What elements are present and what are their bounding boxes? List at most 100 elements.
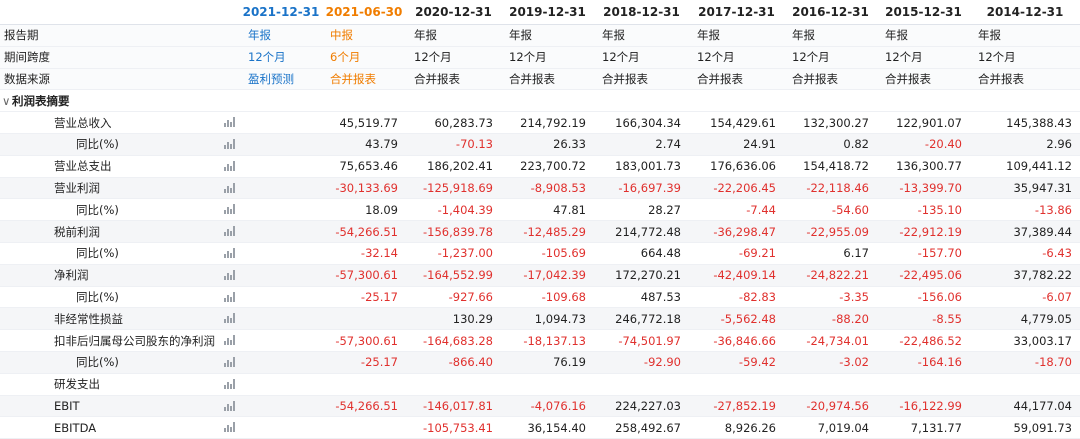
row-label-cell: 营业总收入 xyxy=(0,111,240,134)
meta-cell: 合并报表 xyxy=(501,68,594,91)
meta-cell: 合并报表 xyxy=(689,68,784,91)
value-cell: 2.96 xyxy=(970,133,1080,156)
section-toggle[interactable]: ∨ 利润表摘要 xyxy=(0,89,240,113)
value-cell: 223,700.72 xyxy=(501,155,594,178)
section-empty-cell xyxy=(877,89,970,113)
value-cell: 28.27 xyxy=(594,198,689,222)
bar-chart-icon[interactable] xyxy=(224,117,235,128)
value-cell: 258,492.67 xyxy=(594,416,689,439)
value-cell: -8,908.53 xyxy=(501,177,594,200)
bar-chart-icon[interactable] xyxy=(224,269,235,280)
value-cell: 44,177.04 xyxy=(970,395,1080,418)
meta-cell: 合并报表 xyxy=(322,68,406,91)
section-row-profit-summary[interactable]: ∨ 利润表摘要 xyxy=(0,89,1080,113)
meta-cell: 年报 xyxy=(406,24,501,47)
value-cell: -135.10 xyxy=(877,198,970,222)
value-cell: 109,441.12 xyxy=(970,155,1080,178)
bar-chart-icon[interactable] xyxy=(224,226,235,237)
bar-chart-icon[interactable] xyxy=(224,335,235,346)
meta-row: 期间跨度 12个月 6个月 12个月 12个月 12个月 12个月 12个月 12个月 12个月 xyxy=(0,46,1080,69)
section-empty-cell xyxy=(406,89,501,113)
value-cell: -105.69 xyxy=(501,242,594,265)
meta-cell: 年报 xyxy=(877,24,970,47)
bar-chart-icon[interactable] xyxy=(224,182,235,193)
row-label-cell: 净利润 xyxy=(0,264,240,287)
meta-cell: 年报 xyxy=(689,24,784,47)
value-cell: 183,001.73 xyxy=(594,155,689,178)
row-label: 同比(%) xyxy=(76,202,119,217)
column-header-2019-12-31[interactable]: 2019-12-31 xyxy=(501,0,594,25)
value-cell: 224,227.03 xyxy=(594,395,689,418)
value-cell: 664.48 xyxy=(594,242,689,265)
value-cell xyxy=(877,373,970,396)
meta-cell: 年报 xyxy=(970,24,1080,47)
value-cell: -30,133.69 xyxy=(322,177,406,200)
value-cell: 59,091.73 xyxy=(970,416,1080,439)
value-cell xyxy=(240,242,322,265)
value-cell: 154,418.72 xyxy=(784,155,877,178)
row-label-cell: 同比(%) xyxy=(0,133,240,156)
column-header-2021-12-31[interactable]: 2021-12-31 xyxy=(240,0,322,25)
value-cell: 246,772.18 xyxy=(594,307,689,331)
value-cell: -3.02 xyxy=(784,351,877,374)
value-cell: 166,304.34 xyxy=(594,111,689,134)
column-header-2017-12-31[interactable]: 2017-12-31 xyxy=(689,0,784,25)
section-empty-cell xyxy=(784,89,877,113)
value-cell: 18.09 xyxy=(322,198,406,222)
value-cell: 45,519.77 xyxy=(322,111,406,134)
row-label: EBITDA xyxy=(54,420,97,435)
bar-chart-icon[interactable] xyxy=(224,247,235,258)
value-cell: 4,779.05 xyxy=(970,307,1080,331)
value-cell xyxy=(240,351,322,374)
table-row: 营业利润 -30,133.69 -125,918.69 -8,908.53 -16,69… xyxy=(0,177,1080,200)
value-cell: -22,955.09 xyxy=(784,220,877,243)
value-cell: 36,154.40 xyxy=(501,416,594,439)
value-cell: 43.79 xyxy=(322,133,406,156)
meta-cell: 12个月 xyxy=(240,46,322,69)
column-header-2016-12-31[interactable]: 2016-12-31 xyxy=(784,0,877,25)
table-row: EBIT -54,266.51 -146,017.81 -4,076.16 224,22… xyxy=(0,395,1080,418)
bar-chart-icon[interactable] xyxy=(224,378,235,389)
value-cell: 176,636.06 xyxy=(689,155,784,178)
value-cell: -22,118.46 xyxy=(784,177,877,200)
bar-chart-icon[interactable] xyxy=(224,160,235,171)
column-header-2021-06-30[interactable]: 2021-06-30 xyxy=(322,0,406,25)
bar-chart-icon[interactable] xyxy=(224,138,235,149)
bar-chart-icon[interactable] xyxy=(224,204,235,215)
value-cell: -146,017.81 xyxy=(406,395,501,418)
bar-chart-icon[interactable] xyxy=(224,422,235,433)
value-cell: -27,852.19 xyxy=(689,395,784,418)
table-row: 同比(%) -32.14 -1,237.00 -105.69 664.48 -69.21 6… xyxy=(0,242,1080,265)
column-header-2014-12-31[interactable]: 2014-12-31 xyxy=(970,0,1080,25)
chevron-down-icon[interactable]: ∨ xyxy=(2,93,11,108)
meta-row-label: 期间跨度 xyxy=(0,46,240,69)
column-header-2018-12-31[interactable]: 2018-12-31 xyxy=(594,0,689,25)
value-cell: 136,300.77 xyxy=(877,155,970,178)
value-cell: -8.55 xyxy=(877,307,970,331)
meta-cell: 中报 xyxy=(322,24,406,47)
value-cell xyxy=(784,373,877,396)
value-cell: -13.86 xyxy=(970,198,1080,222)
meta-row-label: 数据来源 xyxy=(0,68,240,91)
row-label: 研发支出 xyxy=(54,377,100,392)
value-cell: -6.43 xyxy=(970,242,1080,265)
table-row: 同比(%) -25.17 -866.40 76.19 -92.90 -59.42 -3.02… xyxy=(0,351,1080,374)
value-cell: -74,501.97 xyxy=(594,329,689,352)
bar-chart-icon[interactable] xyxy=(224,313,235,324)
column-header-2020-12-31[interactable]: 2020-12-31 xyxy=(406,0,501,25)
table-row: 同比(%) 18.09 -1,404.39 47.81 28.27 -7.44 -54.60… xyxy=(0,198,1080,222)
value-cell xyxy=(240,395,322,418)
value-cell: 8,926.26 xyxy=(689,416,784,439)
bar-chart-icon[interactable] xyxy=(224,291,235,302)
value-cell: -18.70 xyxy=(970,351,1080,374)
bar-chart-icon[interactable] xyxy=(224,400,235,411)
value-cell xyxy=(240,133,322,156)
column-header-2015-12-31[interactable]: 2015-12-31 xyxy=(877,0,970,25)
row-label-cell: 同比(%) xyxy=(0,242,240,265)
bar-chart-icon[interactable] xyxy=(224,356,235,367)
meta-cell: 12个月 xyxy=(784,46,877,69)
section-empty-cell xyxy=(240,89,322,113)
value-cell: 6.17 xyxy=(784,242,877,265)
value-cell: -57,300.61 xyxy=(322,264,406,287)
table-row: 扣非后归属母公司股东的净利润 -57,300.61 -164,683.28 -18,1… xyxy=(0,329,1080,352)
